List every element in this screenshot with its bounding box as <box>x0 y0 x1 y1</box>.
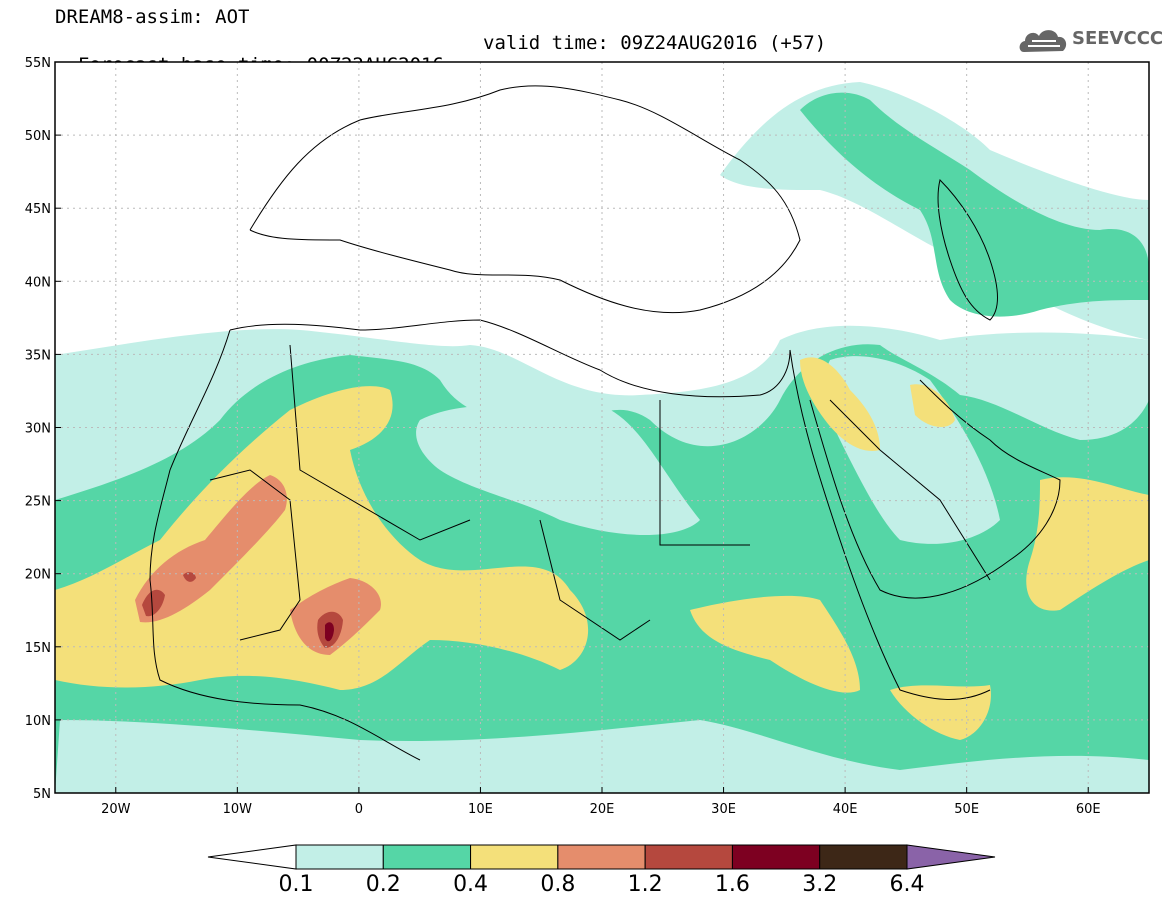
lon-label: 40E <box>833 802 858 817</box>
border-algeria <box>289 344 471 541</box>
chart-title: DREAM8-assim: AOT <box>55 6 250 28</box>
colorbar-swatch <box>731 844 821 870</box>
lat-label: 45N <box>25 202 51 217</box>
lat-label: 40N <box>25 275 51 290</box>
gridlines <box>55 62 1149 793</box>
border-libya-egypt <box>659 400 750 546</box>
lat-label: 30N <box>25 422 51 437</box>
colorbar-swatch <box>557 844 646 870</box>
aot-band-0-4-africa-south <box>460 595 490 620</box>
lat-label: 5N <box>33 787 51 802</box>
aot-band-1-2-west <box>142 589 165 617</box>
aot-band-1-6-mali <box>325 622 334 642</box>
colorbar-swatch <box>819 844 908 870</box>
colorbar-level-label: 0.1 <box>278 872 314 897</box>
aot-band-0-4-sahara <box>55 386 589 690</box>
coastline-africa-west <box>149 329 421 761</box>
aot-band-0-4-oman <box>1026 477 1149 611</box>
border-arabia <box>829 399 991 581</box>
colorbar-swatch <box>382 844 472 870</box>
coastline-red-sea <box>789 349 991 700</box>
lat-label: 25N <box>25 495 51 510</box>
colorbar-swatch <box>295 844 384 870</box>
lon-label: 60E <box>1076 802 1101 817</box>
lat-label: 55N <box>25 56 51 71</box>
lon-label: 10W <box>223 802 253 817</box>
colorbar-level-label: 3.2 <box>802 872 838 897</box>
colorbar-level-label: 1.6 <box>714 872 750 897</box>
colorbar-level-label: 0.8 <box>540 872 576 897</box>
logo-text: SEEVCCC <box>1072 28 1164 49</box>
aot-low-libya <box>416 405 700 535</box>
colorbar-high-triangle <box>906 844 996 870</box>
coastline-africa-north <box>229 319 791 398</box>
lat-label: 50N <box>25 129 51 144</box>
coastline-europe <box>249 85 801 314</box>
aot-band-0-4-sudan <box>690 595 860 693</box>
lon-label: 30E <box>711 802 736 817</box>
aot-band-1-2-north <box>183 572 196 582</box>
lat-label: 20N <box>25 568 51 583</box>
aot-band-0-4-gulf <box>910 384 955 427</box>
lat-label: 15N <box>25 641 51 656</box>
lon-labels: 20W 10W 0 10E 20E 30E 40E 50E 60E <box>101 787 1101 817</box>
aot-low-horn <box>55 720 1149 793</box>
coastlines <box>149 85 1061 761</box>
valid-time: valid time: 09Z24AUG2016 (+57) <box>483 32 827 54</box>
border-chad <box>539 519 651 641</box>
cloud-icon <box>1019 30 1067 52</box>
aot-low-arabia <box>824 356 1000 544</box>
lon-label: 20E <box>590 802 615 817</box>
seevccc-logo: SEEVCCC <box>1018 24 1163 58</box>
colorbar-low-triangle <box>207 844 297 870</box>
aot-contours <box>55 82 1149 793</box>
lat-label: 10N <box>25 714 51 729</box>
coastline-arabia <box>809 379 1061 599</box>
aot-band-0-4-somalia <box>890 685 991 740</box>
border-mali <box>209 469 301 641</box>
coastline-caspian <box>937 179 998 321</box>
colorbar-level-label: 1.2 <box>627 872 663 897</box>
lon-label: 0 <box>355 802 363 817</box>
colorbar-level-label: 0.2 <box>365 872 401 897</box>
aot-band-0-2-caspian <box>800 92 1149 317</box>
colorbar-swatch <box>470 844 559 870</box>
colorbar-swatch <box>644 844 733 870</box>
colorbar-level-label: 6.4 <box>889 872 925 897</box>
colorbar-level-label: 0.4 <box>453 872 489 897</box>
lat-labels: 55N 50N 45N 40N 35N 30N 25N 20N 15N 10N 5N <box>25 56 61 802</box>
lat-label: 35N <box>25 348 51 363</box>
lon-label: 20W <box>101 802 131 817</box>
colorbar <box>207 844 996 870</box>
lon-label: 50E <box>954 802 979 817</box>
aot-band-0-8-mauritania <box>135 475 287 623</box>
lon-label: 10E <box>468 802 493 817</box>
